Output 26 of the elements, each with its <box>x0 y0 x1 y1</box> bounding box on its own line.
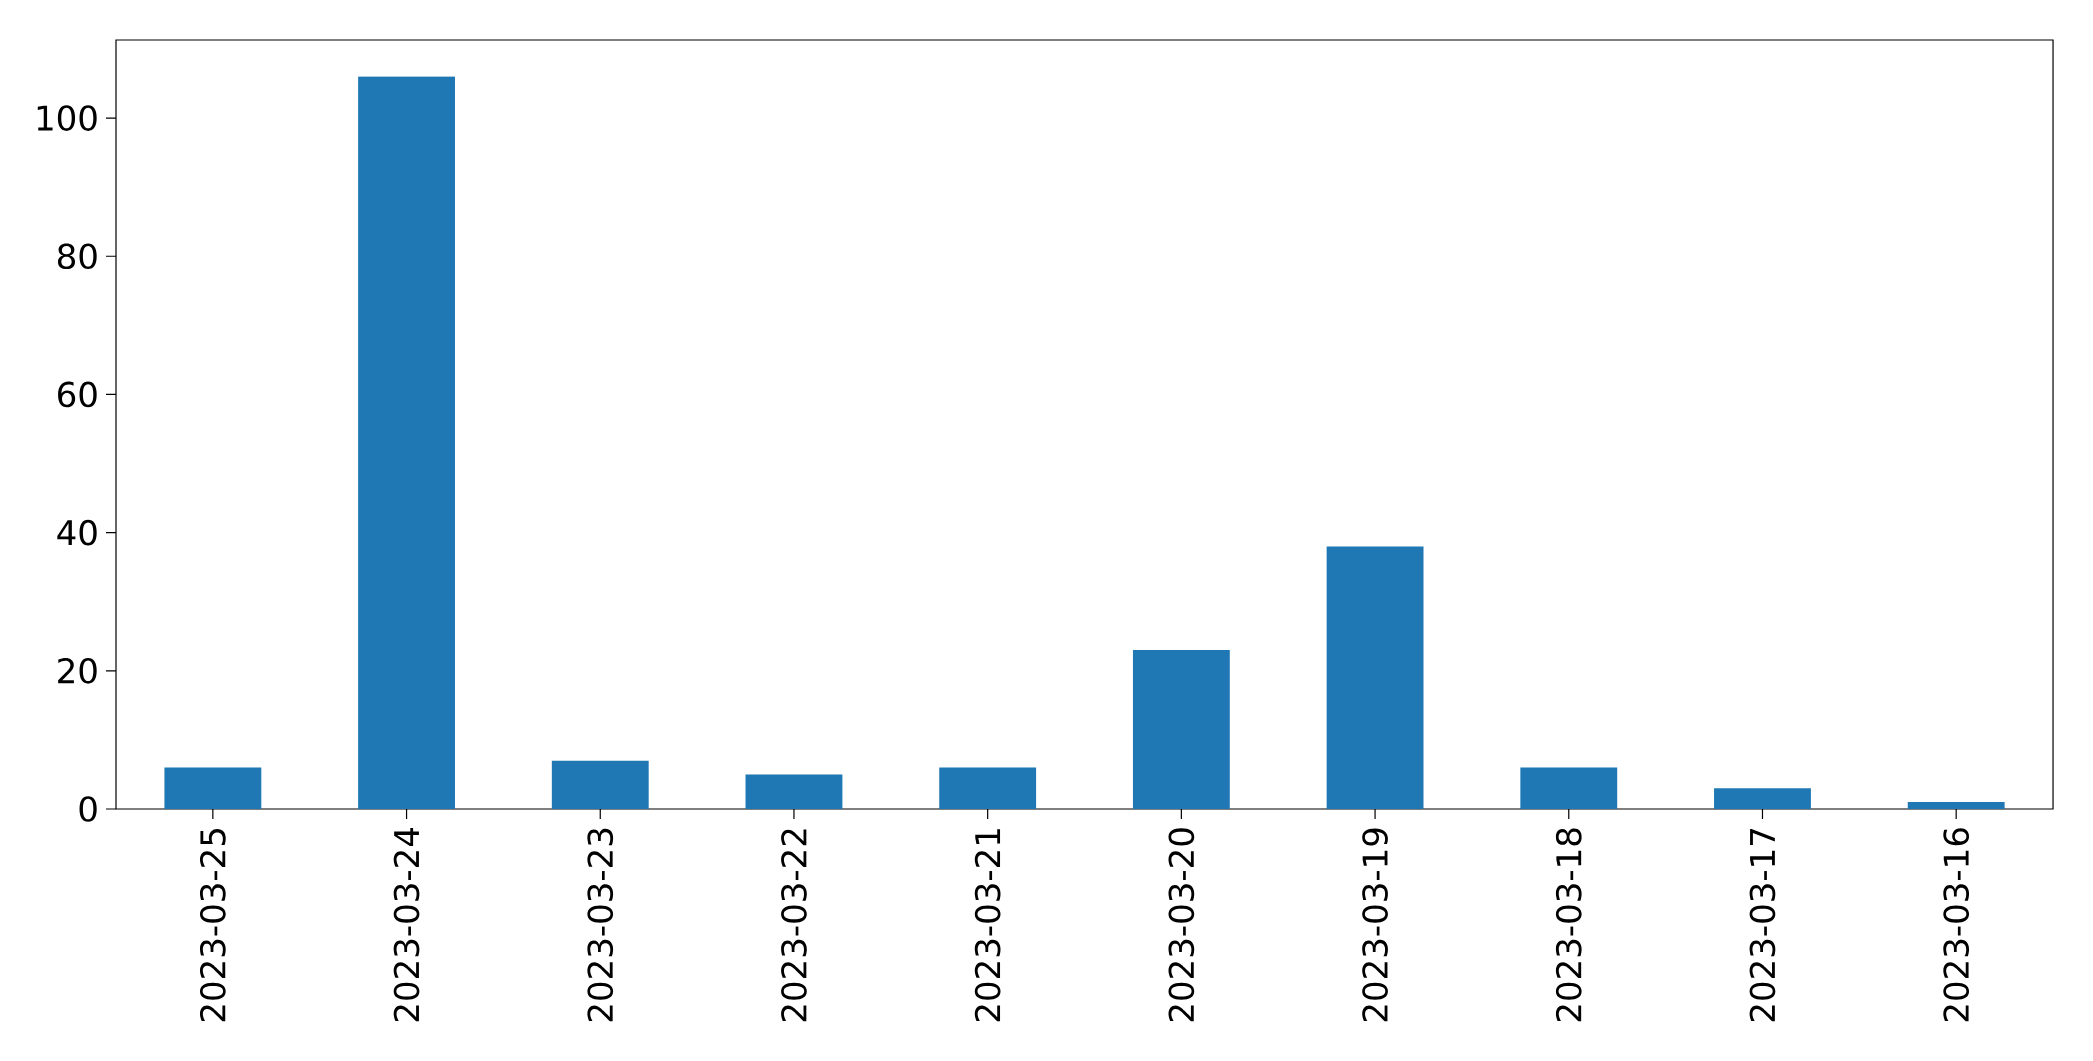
y-tick-label: 60 <box>58 381 97 408</box>
y-tick-label: 0 <box>79 796 97 822</box>
bar <box>939 767 1037 809</box>
x-tick-label: 2023-03-21 <box>974 829 1001 1022</box>
bar <box>745 774 843 809</box>
x-tick-label: 2023-03-24 <box>393 828 420 1022</box>
x-tick-label: 2023-03-22 <box>781 829 807 1022</box>
x-tick-label: 2023-03-23 <box>587 828 614 1022</box>
bar <box>1907 802 2005 809</box>
y-tick-label: 40 <box>57 519 97 546</box>
x-tick-label: 2023-03-16 <box>1943 828 1970 1022</box>
x-tick-label: 2023-03-20 <box>1168 828 1195 1022</box>
bar <box>1520 767 1618 809</box>
y-tick-label: 80 <box>58 243 97 270</box>
x-tick-label: 2023-03-17 <box>1749 829 1776 1022</box>
y-tick-label: 20 <box>58 657 97 684</box>
bar <box>164 767 262 809</box>
y-tick-label: 100 <box>37 105 97 131</box>
bar <box>551 760 649 809</box>
x-tick-label: 2023-03-18 <box>1555 828 1582 1022</box>
x-tick-label: 2023-03-19 <box>1362 828 1388 1022</box>
bar <box>1132 650 1230 809</box>
x-tick-label: 2023-03-25 <box>199 829 226 1022</box>
bar <box>1714 788 1811 809</box>
bar <box>358 76 455 809</box>
bar <box>1326 546 1424 809</box>
